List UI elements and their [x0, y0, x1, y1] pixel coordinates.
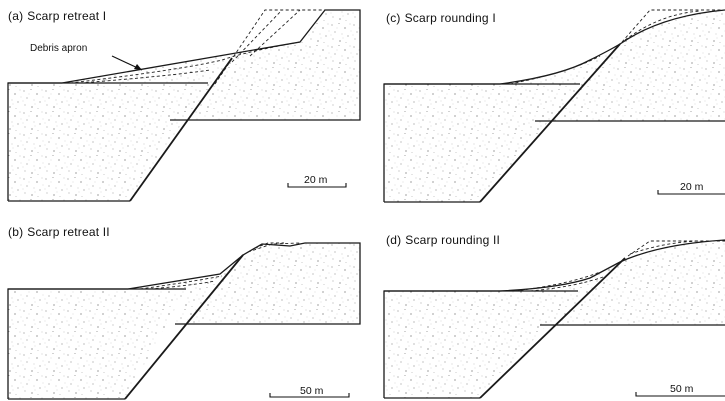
panel-a-annotation: Debris apron — [30, 43, 87, 54]
panel-d-scale-bar — [635, 392, 725, 397]
panel-b-downthrown-block — [8, 289, 186, 399]
panel-c-upthrown-block — [535, 10, 725, 121]
panel-b-apron-profile-2 — [149, 280, 216, 290]
panel-c-title: (c) Scarp rounding I — [386, 11, 496, 25]
panel-a-original-scarp-2 — [231, 9, 283, 63]
panel-b-scale-bar — [269, 393, 350, 398]
panel-c-scale-label: 20 m — [680, 181, 704, 193]
panel-c-outline — [383, 9, 725, 202]
panel-b-original-scarp — [247, 242, 301, 253]
panel-b-fault — [124, 254, 244, 400]
panel-b-original-scarp-2 — [254, 242, 284, 249]
panel-a-title: (a) Scarp retreat I — [8, 9, 106, 23]
panel-a-upthrown-block — [170, 10, 360, 120]
panel-b-title: (b) Scarp retreat II — [8, 225, 110, 239]
panel-b: (b) Scarp retreat II 50 m — [7, 225, 361, 400]
panel-d-fault — [479, 257, 626, 399]
panel-a-original-scarp-3 — [249, 9, 301, 57]
panel-c-downthrown-block — [384, 84, 580, 202]
panel-a-arrowhead — [134, 64, 142, 70]
panel-c-scale-bar — [657, 190, 725, 195]
panel-c-intermediate-profile-2 — [509, 55, 601, 85]
panel-b-upthrown-block — [175, 243, 360, 324]
panel-d-downthrown-block — [384, 291, 578, 398]
panel-d-outline — [383, 239, 725, 398]
panel-d-intermediate-profile-3 — [529, 275, 607, 292]
panel-d-scale-label: 50 m — [670, 383, 694, 395]
panel-c-intermediate-profile — [624, 10, 701, 41]
panel-a-fault — [129, 57, 233, 202]
panel-d-intermediate-profile — [629, 240, 701, 255]
panel-c-fault — [479, 43, 621, 203]
panel-d-upthrown-block — [540, 240, 725, 325]
panel-a-scale-bar — [287, 183, 347, 188]
panel-a-intermediate-profile-2 — [79, 69, 211, 84]
panel-c-debris-wedge — [500, 44, 620, 84]
panel-b-scale-label: 50 m — [300, 385, 324, 397]
panel-c: (c) Scarp rounding I 20 m — [383, 9, 725, 203]
panel-a-original-scarp-1 — [214, 9, 325, 85]
panel-d: (d) Scarp rounding II 50 m — [383, 233, 725, 399]
panel-a-downthrown-block — [8, 83, 208, 201]
panel-a-intermediate-profile — [69, 41, 301, 84]
panel-a-scale-label: 20 m — [304, 174, 328, 186]
panel-a: (a) Scarp retreat I Debris apron 20 m — [7, 9, 361, 202]
panel-b-apron-profile — [139, 275, 223, 290]
panel-d-title: (d) Scarp rounding II — [386, 233, 500, 247]
